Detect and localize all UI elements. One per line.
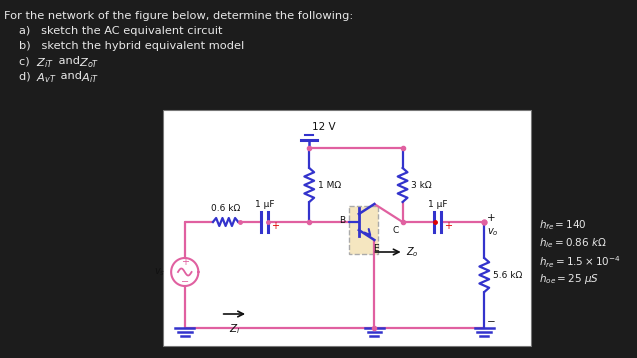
Text: E: E	[373, 244, 379, 253]
Text: $h_{fe} = 140$: $h_{fe} = 140$	[539, 218, 587, 232]
Text: 12 V: 12 V	[312, 122, 336, 132]
Text: 0.6 kΩ: 0.6 kΩ	[211, 204, 240, 213]
Text: +: +	[181, 257, 189, 267]
Text: −: −	[181, 277, 189, 287]
Text: $v_s$: $v_s$	[154, 266, 166, 278]
Text: $A_{vT}$: $A_{vT}$	[36, 71, 57, 85]
Bar	[163, 110, 531, 346]
Text: c): c)	[20, 56, 41, 66]
Text: −: −	[487, 317, 496, 327]
FancyBboxPatch shape	[349, 206, 378, 254]
Text: B: B	[339, 216, 345, 224]
Text: and: and	[57, 71, 86, 81]
Text: +: +	[444, 221, 452, 231]
Text: $v_o$: $v_o$	[487, 226, 499, 238]
Text: and: and	[55, 56, 84, 66]
Text: +: +	[271, 221, 279, 231]
Text: +: +	[487, 213, 496, 223]
Text: $h_{re} = 1.5 \times 10^{-4}$: $h_{re} = 1.5 \times 10^{-4}$	[539, 254, 620, 270]
Text: C: C	[392, 226, 399, 235]
Text: b)   sketch the hybrid equivalent model: b) sketch the hybrid equivalent model	[20, 41, 245, 51]
Text: $h_{ie} = 0.86\ k\Omega$: $h_{ie} = 0.86\ k\Omega$	[539, 236, 606, 250]
Text: 1 MΩ: 1 MΩ	[318, 180, 341, 189]
Text: d): d)	[20, 71, 42, 81]
Text: $Z_i$: $Z_i$	[229, 322, 240, 336]
Text: $h_{oe} = 25\ \mu S$: $h_{oe} = 25\ \mu S$	[539, 272, 599, 286]
Text: For the network of the figure below, determine the following:: For the network of the figure below, det…	[4, 11, 353, 21]
Text: 3 kΩ: 3 kΩ	[412, 180, 432, 189]
Text: $Z_{iT}$: $Z_{iT}$	[36, 56, 54, 70]
Text: 1 μF: 1 μF	[428, 200, 447, 209]
Text: a)   sketch the AC equivalent circuit: a) sketch the AC equivalent circuit	[20, 26, 223, 36]
Text: $Z_o$: $Z_o$	[406, 245, 419, 259]
Text: 1 μF: 1 μF	[255, 200, 275, 209]
Text: $A_{iT}$: $A_{iT}$	[81, 71, 99, 85]
Text: 5.6 kΩ: 5.6 kΩ	[493, 271, 522, 280]
Text: $Z_{oT}$: $Z_{oT}$	[79, 56, 99, 70]
